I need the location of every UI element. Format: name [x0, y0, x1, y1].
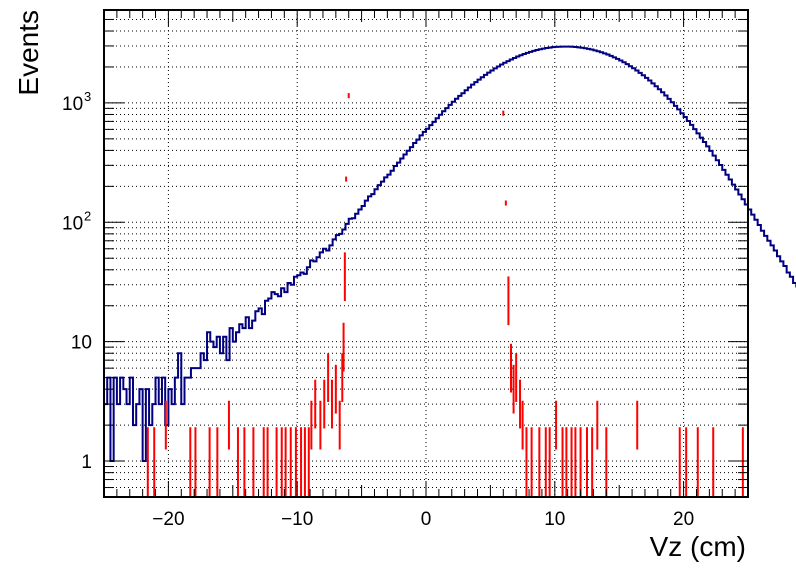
y-tick-label: 10: [71, 333, 92, 354]
y-tick-label: 10: [62, 94, 83, 115]
x-tick-label: 0: [421, 509, 432, 530]
y-tick-exponent: 3: [84, 89, 91, 104]
x-tick-label: −20: [152, 509, 184, 530]
x-tick-label: 20: [673, 509, 694, 530]
blue-histogram: [104, 45, 796, 463]
y-tick-label: 10: [62, 213, 83, 234]
y-tick-label: 1: [81, 452, 92, 473]
y-tick-exponent: 2: [84, 208, 91, 223]
x-axis-title: Vz (cm): [650, 531, 746, 562]
axis-ticks: [103, 9, 749, 498]
y-axis-title: Events: [13, 10, 44, 96]
series: [104, 45, 796, 497]
x-tick-label: 10: [544, 509, 565, 530]
x-tick-label: −10: [281, 509, 313, 530]
